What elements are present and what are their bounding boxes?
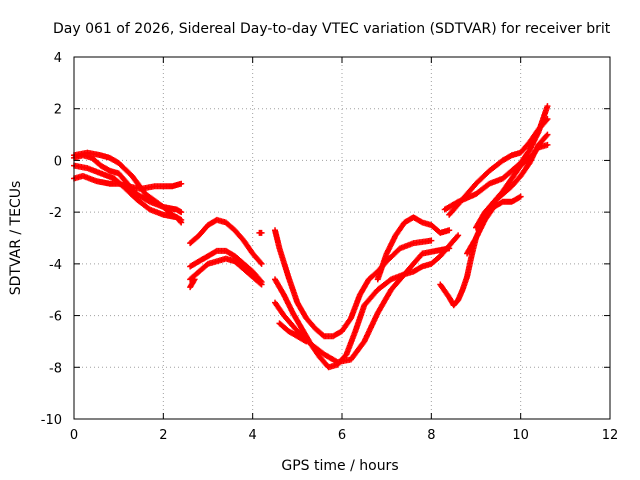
x-tick-label: 0 <box>70 428 78 443</box>
data-point-marker <box>455 232 462 239</box>
y-tick-label: -4 <box>49 258 62 273</box>
data-point-marker <box>191 276 198 283</box>
grid <box>74 57 610 419</box>
series-trace-4 <box>71 149 185 223</box>
data-point-marker <box>544 116 551 123</box>
x-tick-label: 8 <box>427 428 435 443</box>
data-points <box>71 103 551 371</box>
data-point-marker <box>517 193 524 200</box>
data-point-marker <box>178 180 185 187</box>
data-point-marker <box>257 280 264 287</box>
chart-title: Day 061 of 2026, Sidereal Day-to-day VTE… <box>53 21 611 37</box>
data-point-marker <box>544 131 551 138</box>
y-tick-label: -10 <box>41 413 62 428</box>
axis-ticks <box>73 56 611 420</box>
series-trace-9 <box>256 229 265 236</box>
series-trace-5 <box>187 216 265 267</box>
y-tick-label: -2 <box>49 206 62 221</box>
x-axis-title: GPS time / hours <box>281 458 398 474</box>
x-tick-label: 2 <box>159 428 167 443</box>
x-tick-label: 4 <box>249 428 257 443</box>
y-axis-title: SDTVAR / TECUs <box>8 181 24 296</box>
data-point-marker <box>454 233 461 240</box>
y-tick-label: -8 <box>49 361 62 376</box>
data-point-marker <box>446 245 453 252</box>
data-point-marker <box>178 216 185 223</box>
data-point-marker <box>543 132 550 139</box>
y-tick-label: 0 <box>54 154 62 169</box>
data-point-marker <box>544 103 551 110</box>
x-tick-label: 6 <box>338 428 346 443</box>
data-point-marker <box>303 338 310 345</box>
x-tick-label: 10 <box>512 428 529 443</box>
series-trace-12 <box>272 245 453 366</box>
data-point-marker <box>258 281 265 288</box>
series-trace-2 <box>71 152 185 216</box>
series-trace-8 <box>187 276 198 291</box>
data-point-marker <box>257 259 264 266</box>
y-tick-label: 2 <box>54 103 62 118</box>
data-point-marker <box>543 117 550 124</box>
series-trace-19 <box>473 141 551 231</box>
data-point-marker <box>428 237 435 244</box>
data-point-marker <box>544 141 551 148</box>
data-point-marker <box>178 209 185 216</box>
data-point-marker <box>446 227 453 234</box>
x-tick-labels: 0 2 4 6 8 10 12 <box>70 428 618 443</box>
data-point-marker <box>258 260 265 267</box>
series-trace-17 <box>446 116 551 218</box>
x-tick-label: 12 <box>602 428 619 443</box>
series-trace-14 <box>374 214 453 283</box>
series-trace-13 <box>276 320 310 345</box>
series-trace-10 <box>272 227 435 340</box>
y-tick-labels: -10 -8 -6 -4 -2 0 2 4 <box>41 51 62 428</box>
y-tick-label: 4 <box>54 51 62 66</box>
y-tick-label: -6 <box>49 310 62 325</box>
data-point-marker <box>258 229 265 236</box>
